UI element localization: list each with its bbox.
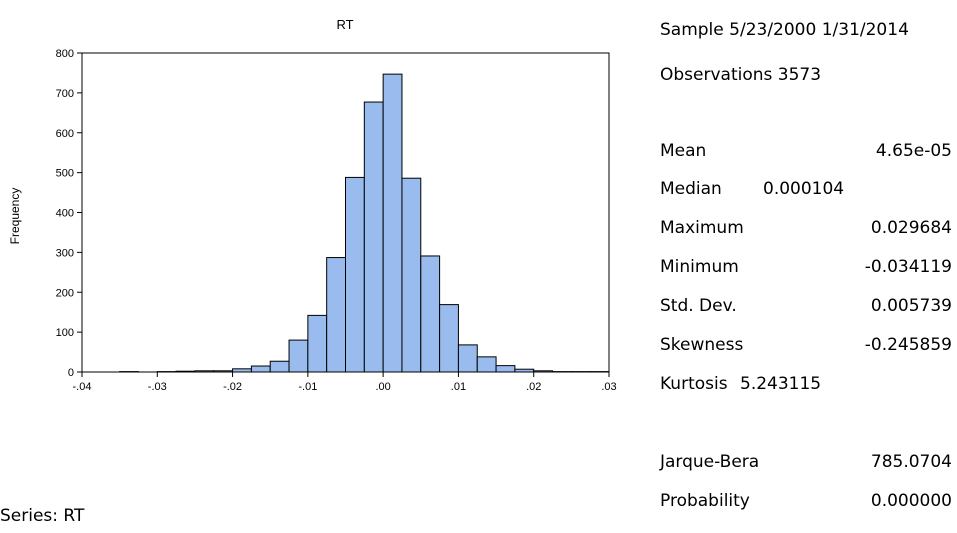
stat-label-probability: Probability: [660, 491, 750, 511]
stat-label-minimum: Minimum: [660, 257, 739, 277]
stat-value-jarque-bera: 785.0704: [871, 452, 952, 472]
stat-label-maximum: Maximum: [660, 218, 744, 238]
stat-label-skewness: Skewness: [660, 335, 743, 355]
stat-label-kurtosis: Kurtosis: [660, 374, 728, 394]
stat-value-probability: 0.000000: [871, 491, 952, 511]
stat-value-mean: 4.65e-05: [876, 141, 952, 161]
stat-label-mean: Mean: [660, 141, 706, 161]
observations-text: Observations 3573: [660, 65, 821, 85]
stat-label-median: Median: [660, 179, 722, 199]
stat-label-std-dev: Std. Dev.: [660, 296, 737, 316]
series-label: Series: RT: [0, 506, 84, 526]
sample-text: Sample 5/23/2000 1/31/2014: [660, 20, 909, 40]
stat-value-minimum: -0.034119: [865, 257, 952, 277]
stat-value-maximum: 0.029684: [871, 218, 952, 238]
stat-value-kurtosis: 5.243115: [740, 374, 821, 394]
stat-label-jarque-bera: Jarque-Bera: [660, 452, 759, 472]
stat-value-median: 0.000104: [763, 179, 844, 199]
stat-value-std-dev: 0.005739: [871, 296, 952, 316]
stat-value-skewness: -0.245859: [865, 335, 952, 355]
